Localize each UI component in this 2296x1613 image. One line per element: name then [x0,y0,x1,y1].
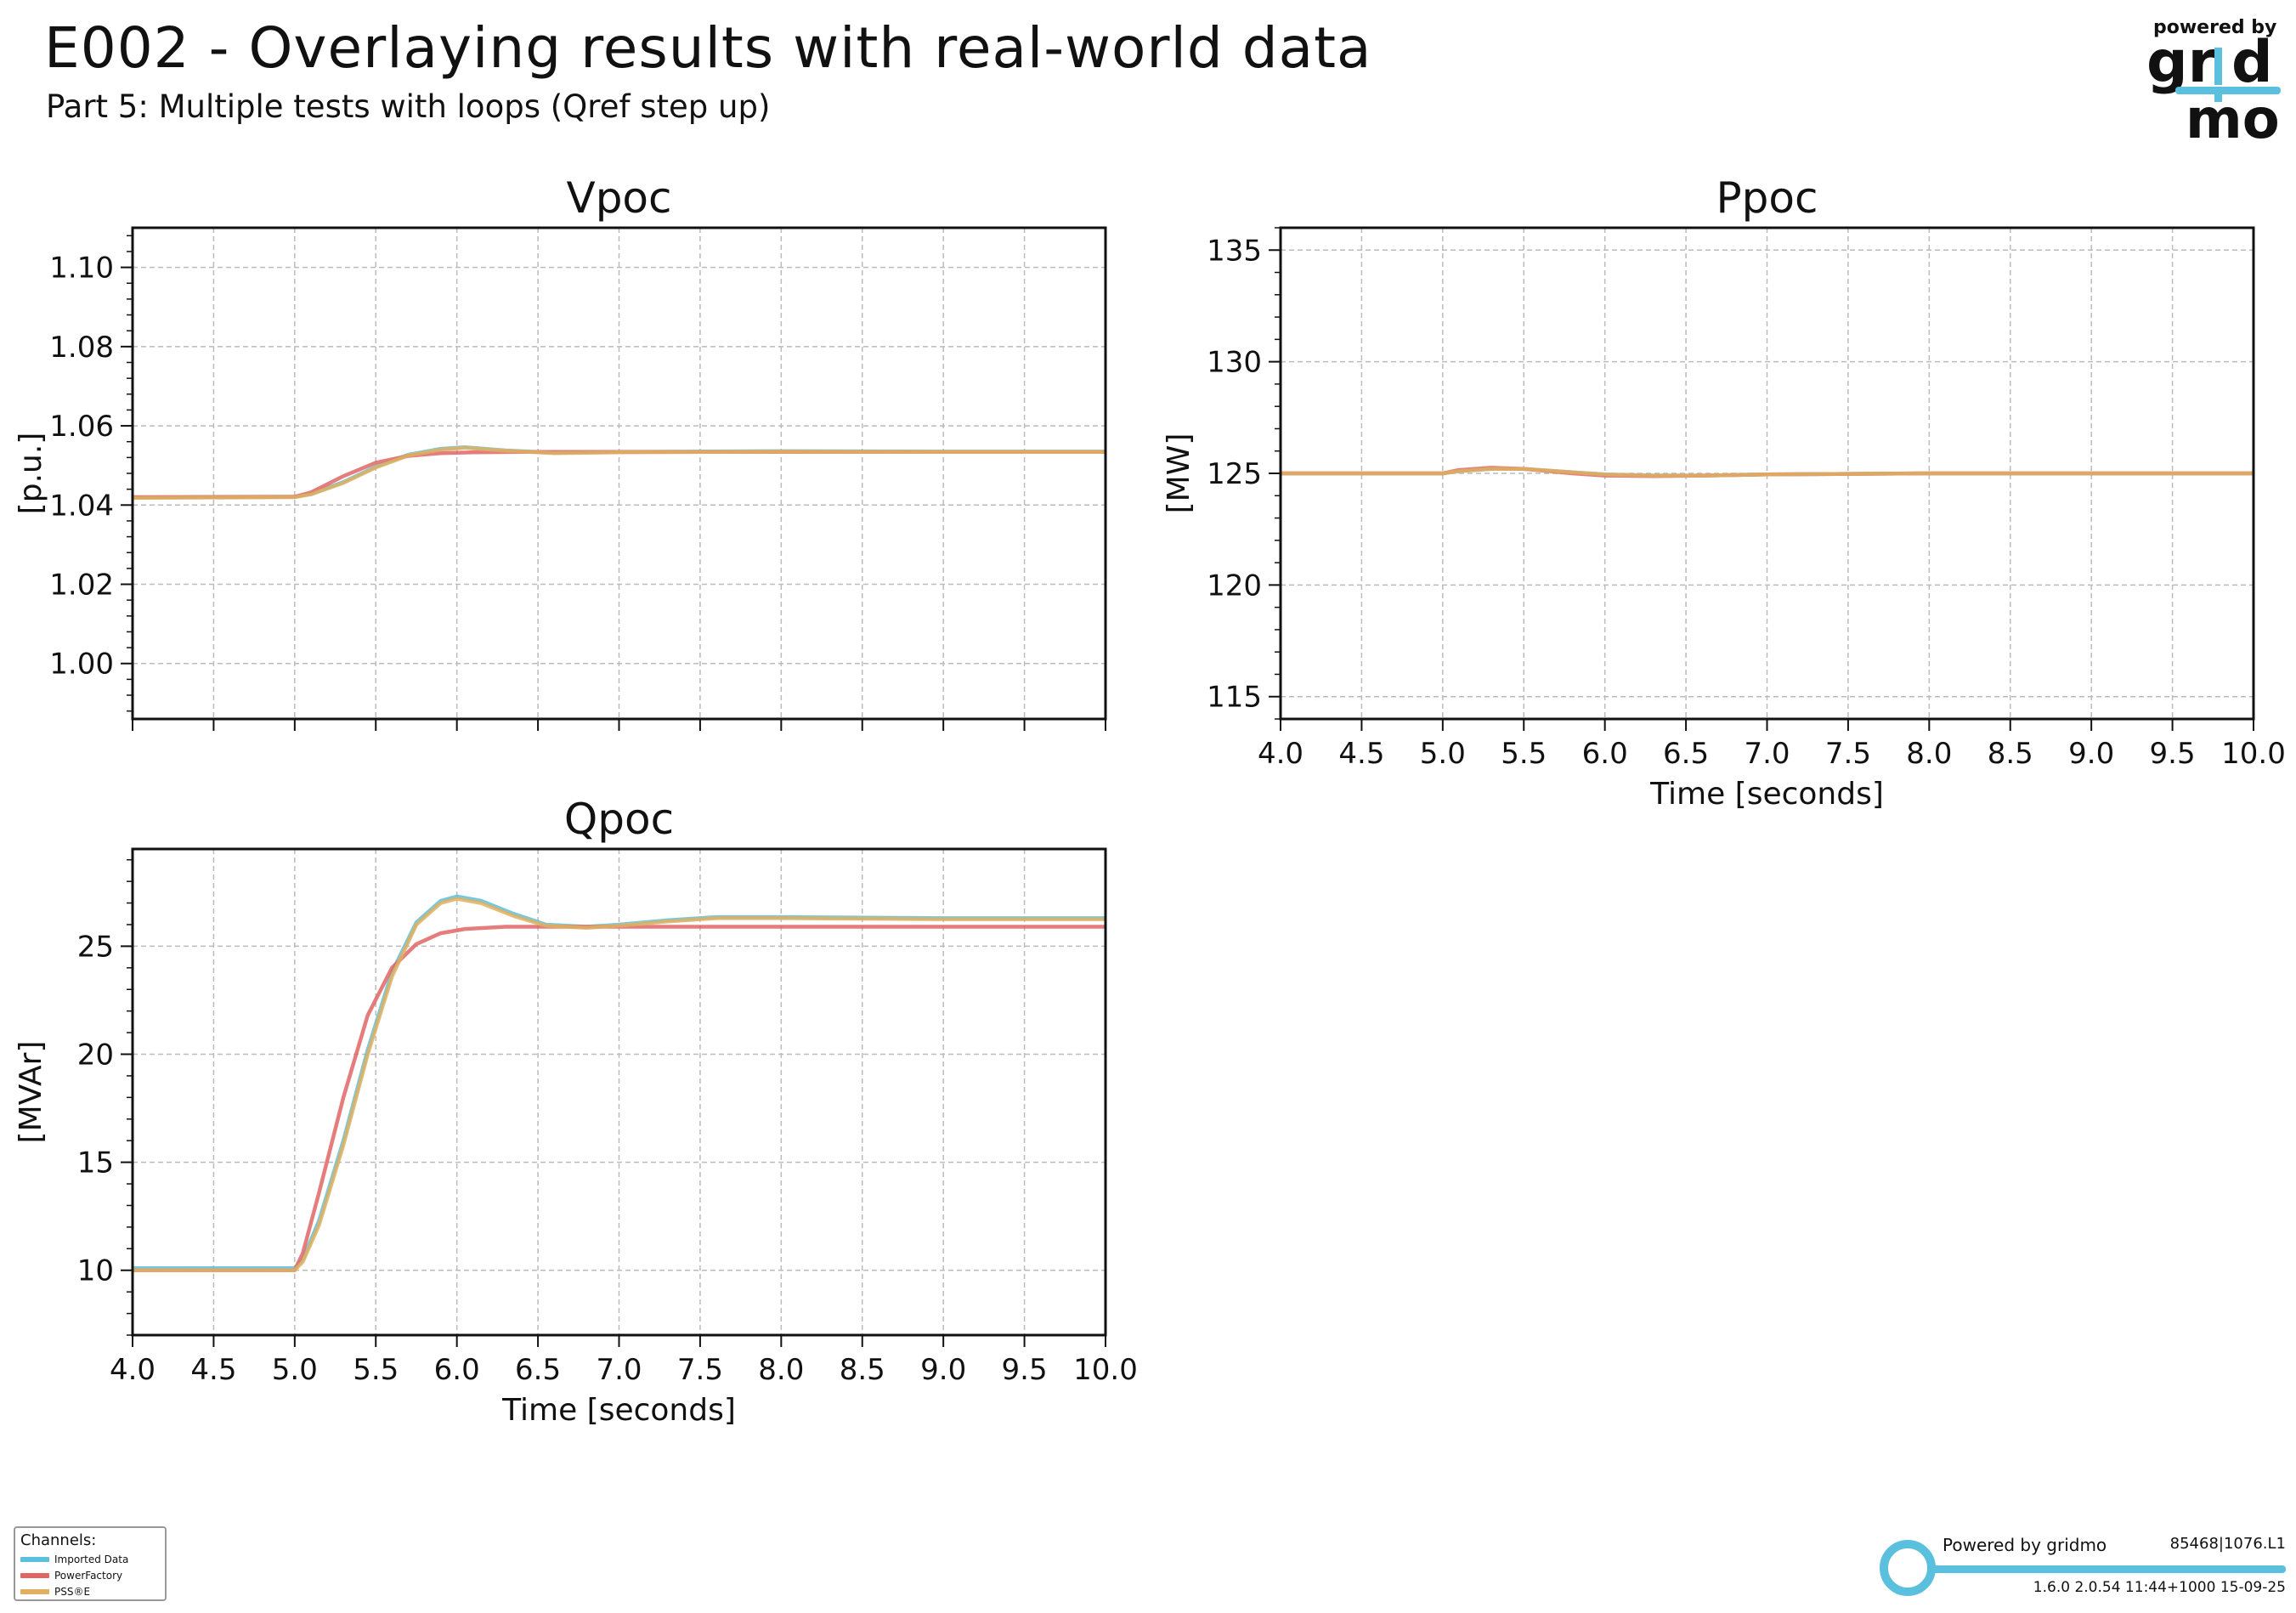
tick-label-x: 9.0 [920,1353,966,1387]
chart-title: Qpoc [564,795,674,844]
tick-label-x: 5.0 [272,1353,318,1387]
plot-frame [131,847,1107,1337]
legend-title: Channels: [20,1531,97,1549]
tick-label-x: 8.0 [1906,737,1952,771]
series-line-powerfactory [133,925,1106,1272]
logo-powered-by: powered by [2153,17,2277,38]
tick-label-y: 125 [1207,457,1262,491]
footer-version: 1.6.0 2.0.54 11:44+1000 15-09-25 [2033,1579,2286,1596]
page-title: E002 - Overlaying results with real-worl… [44,15,1372,81]
footer-powered-by: Powered by gridmo [1943,1535,2107,1555]
svg-text:gr: gr [2146,37,2217,96]
legend-label: PSS®E [54,1585,91,1598]
tick-label-y: 120 [1207,569,1262,603]
series-line-pss-e [132,445,1106,501]
plot-frame [131,226,1107,721]
tick-label-y: 20 [77,1039,114,1073]
chart-ppoc: 115 120 125 130 135 4.0 4.5 5.0 5.5 6.0 6.5 7.0 7.5 8… [1162,173,2286,812]
chart-vpoc: 1.00 1.02 1.04 1.06 1.08 1.10 Vpoc [p.u.] [14,173,1107,731]
plot-frame [1279,226,2255,721]
legend-label: Imported Data [54,1553,129,1565]
tick-label-y: 1.08 [49,331,114,365]
svg-text:mo: mo [2186,88,2280,139]
gridmo-logo-icon: gr d mo [2146,37,2281,139]
tick-label-x: 4.5 [190,1353,236,1387]
legend-label: PowerFactory [54,1569,123,1582]
tick-label-x: 5.5 [1501,737,1547,771]
channels-legend: Channels: Imported Data PowerFactory PSS… [14,1526,167,1601]
axis-label-y: [MVAr] [14,1041,48,1144]
legend-swatch [20,1556,49,1562]
series-line-pss-e [133,897,1106,1272]
tick-label-x: 8.0 [758,1353,804,1387]
tick-label-y: 1.06 [49,410,114,444]
tick-label-x: 4.0 [110,1353,156,1387]
tick-label-x: 10.0 [1073,1353,1138,1387]
legend-swatch [20,1588,49,1594]
tick-label-y: 1.02 [49,569,114,603]
tick-label-y: 1.04 [49,489,114,523]
tick-label-y: 25 [77,930,114,964]
tick-label-x: 8.5 [840,1353,885,1387]
chart-qpoc: 10 15 20 25 4.0 4.5 5.0 5.5 6.0 6.5 7.0 7.5 8.0 8.5 9.… [14,795,1138,1428]
axis-label-y: [p.u.] [14,433,48,515]
axis-label-x: Time [seconds] [1649,777,1884,812]
series-line-pss-e [1281,467,2254,478]
tick-label-x: 6.5 [515,1353,561,1387]
tick-label-x: 5.5 [353,1353,399,1387]
tick-label-x: 7.5 [677,1353,723,1387]
tick-label-x: 9.0 [2068,737,2114,771]
tick-label-x: 7.5 [1825,737,1871,771]
tick-label-y: 10 [77,1254,114,1288]
gridmo-footer-icon [1880,1540,2286,1596]
tick-label-x: 4.5 [1338,737,1384,771]
footer: Powered by gridmo 85468|1076.L1 1.6.0 2.… [1878,1530,2286,1606]
tick-label-x: 8.5 [1988,737,2033,771]
legend-item-psse: PSS®E [20,1583,160,1599]
axis-label-y: [MW] [1162,433,1196,514]
tick-label-y: 135 [1207,234,1262,268]
tick-label-x: 9.5 [1002,1353,1048,1387]
tick-label-x: 5.0 [1420,737,1466,771]
legend-item-powerfactory: PowerFactory [20,1567,160,1583]
tick-label-y: 130 [1207,346,1262,380]
legend-item-imported-data: Imported Data [20,1551,160,1567]
tick-label-x: 6.0 [1582,737,1628,771]
chart-title: Vpoc [566,173,671,223]
tick-label-y: 15 [77,1146,114,1180]
tick-label-x: 6.5 [1663,737,1709,771]
series-line-imported-data [132,444,1106,500]
tick-label-y: 115 [1207,681,1262,715]
svg-text:d: d [2231,37,2273,96]
brand-logo: powered by gr d mo [2141,12,2286,139]
tick-label-x: 4.0 [1258,737,1304,771]
tick-label-x: 7.0 [596,1353,642,1387]
tick-label-y: 1.00 [49,648,114,682]
tick-label-y: 1.10 [49,252,114,286]
page-subtitle: Part 5: Multiple tests with loops (Qref … [46,88,771,125]
axis-label-x: Time [seconds] [501,1393,736,1428]
tick-label-x: 10.0 [2221,737,2286,771]
chart-title: Ppoc [1716,173,1818,223]
tick-label-x: 6.0 [434,1353,480,1387]
legend-swatch [20,1572,49,1578]
footer-id: 85468|1076.L1 [2169,1535,2286,1553]
tick-label-x: 7.0 [1744,737,1790,771]
tick-label-x: 9.5 [2150,737,2196,771]
